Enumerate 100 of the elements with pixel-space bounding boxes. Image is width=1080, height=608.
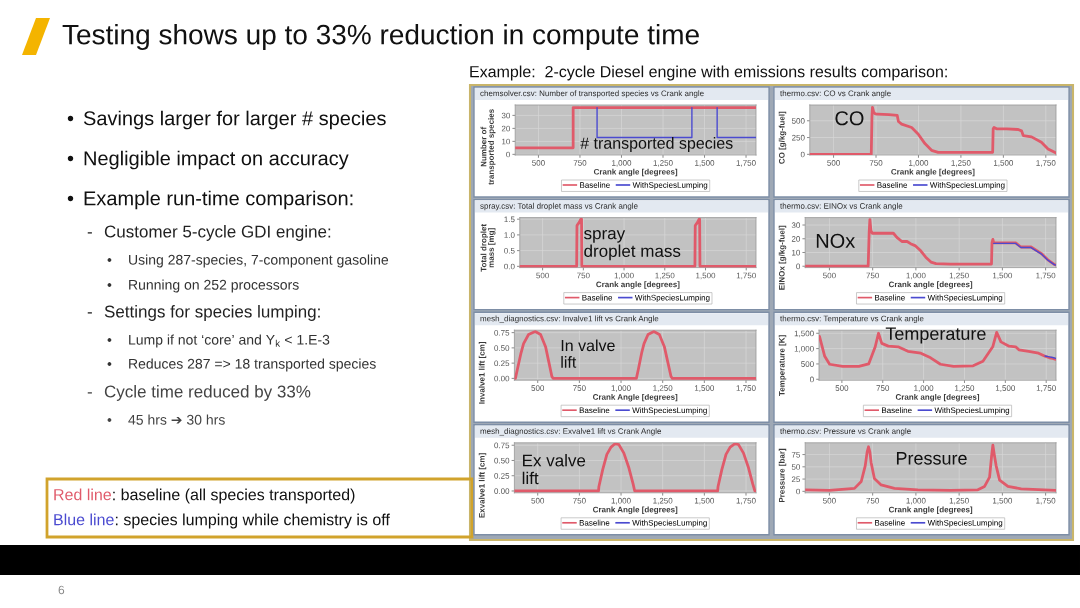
x-tick-label: 1,750 — [1036, 385, 1056, 392]
annotation: # transported species — [580, 137, 733, 152]
x-axis-title: Crank angle [degrees] — [596, 281, 680, 289]
text: • Savings larger for larger # species — [67, 110, 386, 130]
chart-title: mesh_diagnostics.csv: Invalve1 lift vs Crank Angle — [480, 315, 659, 323]
x-tick-label: 1,000 — [612, 160, 632, 167]
x-axis-title: Crank angle [degrees] — [593, 168, 678, 177]
y-tick-label: 50 — [791, 464, 801, 470]
x-tick-label: 1,750 — [736, 497, 756, 505]
text: - Cycle time reduced by 33% — [87, 385, 311, 401]
legend-label: Baseline — [580, 182, 610, 188]
x-tick-label: 750 — [573, 385, 586, 391]
legend-label: Baseline — [875, 294, 905, 301]
text: - Settings for species lumping: — [87, 305, 320, 321]
x-tick-label: 500 — [531, 385, 545, 391]
chart-title: thermo.csv: CO vs Crank angle — [780, 90, 891, 98]
y-axis-title: Exvalve1 lift [cm] — [478, 453, 487, 518]
x-tick-label: 1,500 — [695, 160, 715, 167]
x-tick-label: 1,750 — [736, 385, 756, 392]
y-axis-title: Total droplet mass [mg] — [480, 224, 496, 272]
x-tick-label: 1,500 — [992, 497, 1013, 505]
x-tick-label: 1,250 — [655, 272, 675, 280]
chart-title: mesh_diagnostics.csv: Exvalve1 lift vs Crank Angle — [480, 428, 662, 436]
annotation: spray droplet mass — [584, 230, 681, 261]
text: - Customer 5-cycle GDI engine: — [87, 225, 331, 241]
y-tick-label: 0.25 — [494, 360, 510, 367]
legend-label: WithSpeciesLumping — [927, 294, 1003, 303]
x-tick-label: 1,000 — [914, 385, 934, 392]
legend-label: WithSpeciesLumping — [634, 294, 710, 303]
y-tick-label: 20 — [501, 125, 511, 132]
annotation: CO — [835, 111, 864, 126]
legend-label: WithSpeciesLumping — [927, 519, 1003, 528]
y-axis-title: CO [g/kg-fuel] — [778, 111, 787, 164]
y-tick-label: 0.50 — [494, 345, 510, 351]
line-series — [519, 217, 756, 268]
x-tick-label: 1,250 — [951, 160, 971, 167]
x-tick-label: 500 — [531, 497, 545, 504]
y-tick-label: 0.0 — [504, 263, 515, 270]
x-tick-label: 1,000 — [906, 272, 926, 280]
x-tick-label: 500 — [823, 497, 836, 504]
text: • Negligible impact on accuracy — [67, 150, 349, 170]
y-axis-title: Number of transported species — [480, 109, 496, 185]
x-tick-label: 750 — [573, 497, 586, 504]
x-tick-label: 1,000 — [909, 160, 929, 167]
line-series — [514, 442, 756, 493]
legend-label: WithSpeciesLumping — [632, 182, 708, 190]
legend-label: Baseline — [579, 519, 610, 526]
y-tick-label: 0 — [506, 151, 511, 158]
x-tick-label: 1,750 — [1036, 160, 1056, 167]
legend-label: WithSpeciesLumping — [929, 182, 1005, 190]
text: Red line: baseline (all species transported) — [54, 488, 355, 504]
y-tick-label: 500 — [801, 361, 814, 367]
y-tick-label: 20 — [791, 236, 801, 242]
y-tick-label: 0 — [810, 376, 814, 383]
line-series — [993, 242, 1056, 266]
y-tick-label: 0.00 — [494, 488, 510, 494]
legend-label: Baseline — [882, 407, 912, 414]
chart-title: chemsolver.csv: Number of transported species vs Crank angle — [480, 90, 704, 98]
y-tick-label: 0.25 — [494, 473, 510, 479]
y-tick-label: 0.75 — [494, 442, 510, 449]
y-tick-label: 0 — [796, 488, 801, 495]
y-tick-label: 1,000 — [794, 345, 814, 353]
x-tick-label: 1,750 — [736, 272, 756, 280]
chart-title: thermo.csv: Temperature vs Crank angle — [780, 315, 924, 323]
y-axis-title: Temperature [K] — [778, 335, 787, 396]
annotation: NOx — [816, 233, 856, 248]
text: • 45 hrs ➔ 30 hrs — [107, 414, 225, 425]
x-tick-label: 500 — [536, 272, 549, 279]
x-tick-label: 750 — [577, 272, 590, 279]
x-tick-label: 1,250 — [653, 160, 673, 167]
line-series — [805, 443, 1056, 492]
y-tick-label: 0.75 — [494, 329, 510, 336]
annotation: Ex valve lift — [522, 454, 586, 485]
y-tick-label: 75 — [791, 451, 800, 458]
line-series — [809, 105, 1056, 155]
line-series — [514, 330, 756, 380]
annotation: In valve lift — [561, 339, 615, 368]
x-tick-label: 1,250 — [653, 385, 673, 392]
chart-title: spray.csv: Total droplet mass vs Crank angle — [480, 202, 638, 211]
x-tick-label: 1,750 — [736, 160, 756, 167]
text: • Reduces 287 => 18 transported species — [107, 358, 376, 372]
legend-label: WithSpeciesLumping — [632, 407, 707, 415]
y-tick-label: 1.0 — [504, 232, 515, 238]
x-axis-title: Crank angle [degrees] — [888, 281, 973, 289]
x-tick-label: 1,750 — [1036, 272, 1056, 280]
x-tick-label: 1,250 — [949, 272, 969, 280]
y-tick-label: 250 — [792, 134, 805, 141]
legend-label: WithSpeciesLumping — [934, 407, 1010, 415]
x-tick-label: 1,750 — [1036, 497, 1056, 505]
legend-label: WithSpeciesLumping — [632, 519, 707, 528]
x-tick-label: 500 — [823, 272, 836, 279]
text: • Example run-time comparison: — [67, 190, 353, 210]
legend-label: Baseline — [582, 294, 613, 301]
x-axis-title: Crank angle [degrees] — [888, 506, 973, 514]
x-tick-label: 1,250 — [955, 385, 975, 392]
y-tick-label: 25 — [791, 476, 800, 483]
text: Example: 2-cycle Diesel engine with emissions results comparison: — [470, 65, 947, 81]
x-tick-label: 1,000 — [614, 272, 634, 280]
annotation: Pressure — [896, 452, 967, 465]
y-tick-label: 1,500 — [794, 330, 814, 338]
